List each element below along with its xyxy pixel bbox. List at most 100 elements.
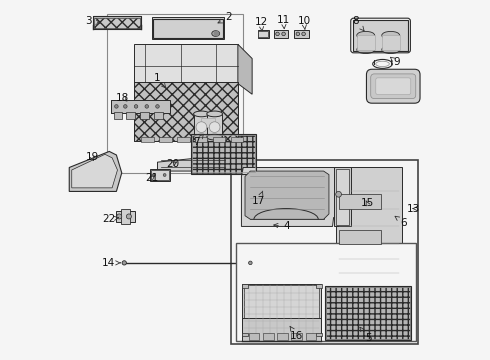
Bar	[94, 18, 140, 28]
Bar	[242, 284, 247, 288]
Ellipse shape	[382, 31, 400, 39]
Ellipse shape	[207, 134, 222, 140]
Ellipse shape	[194, 111, 209, 117]
Circle shape	[152, 174, 155, 176]
Bar	[121, 209, 130, 224]
Circle shape	[336, 192, 342, 197]
FancyBboxPatch shape	[376, 78, 411, 95]
Circle shape	[248, 261, 252, 265]
Text: 17: 17	[252, 191, 265, 206]
Circle shape	[115, 105, 118, 108]
Bar	[382, 35, 400, 50]
Polygon shape	[72, 154, 118, 188]
Bar	[193, 135, 255, 172]
Bar	[336, 169, 348, 225]
Bar	[242, 318, 321, 342]
Text: 21: 21	[145, 173, 158, 183]
Ellipse shape	[276, 32, 279, 36]
Ellipse shape	[302, 32, 305, 36]
Polygon shape	[111, 100, 170, 113]
Text: 9: 9	[391, 57, 400, 67]
Polygon shape	[336, 167, 402, 285]
Text: 2: 2	[218, 13, 232, 23]
Bar	[134, 82, 238, 141]
Bar	[242, 333, 247, 337]
Bar	[248, 333, 259, 340]
Bar	[326, 287, 410, 339]
Polygon shape	[134, 44, 238, 84]
Bar	[292, 333, 302, 340]
Bar	[339, 230, 381, 244]
Text: 18: 18	[116, 93, 129, 103]
Text: 13: 13	[407, 203, 420, 213]
Bar	[153, 18, 223, 38]
Text: 8: 8	[352, 16, 364, 31]
Bar	[353, 20, 408, 51]
Bar	[126, 112, 135, 118]
Text: 11: 11	[277, 15, 290, 29]
Circle shape	[214, 31, 219, 36]
Bar	[195, 137, 207, 143]
Bar	[317, 333, 322, 337]
Bar	[116, 211, 135, 222]
Circle shape	[156, 105, 159, 108]
Bar	[150, 169, 170, 181]
Text: 6: 6	[395, 216, 407, 228]
Circle shape	[134, 105, 138, 108]
Bar	[325, 286, 411, 340]
Bar	[140, 112, 148, 118]
Text: 10: 10	[297, 16, 311, 29]
Bar	[326, 287, 411, 339]
Bar	[142, 137, 154, 143]
Bar	[258, 31, 268, 37]
Polygon shape	[245, 171, 329, 219]
Bar	[154, 112, 163, 118]
Text: 3: 3	[85, 16, 100, 26]
Circle shape	[126, 214, 131, 219]
Bar	[277, 333, 288, 340]
Text: 15: 15	[361, 198, 374, 208]
Ellipse shape	[207, 111, 222, 117]
Polygon shape	[238, 44, 252, 94]
Bar	[231, 160, 418, 344]
Polygon shape	[250, 173, 323, 219]
Bar	[334, 167, 351, 226]
Bar	[207, 114, 222, 137]
Circle shape	[117, 214, 122, 219]
Bar	[242, 284, 321, 336]
Bar	[201, 118, 215, 127]
Text: 5: 5	[360, 327, 371, 343]
Bar	[339, 194, 381, 208]
Bar	[231, 137, 243, 143]
FancyBboxPatch shape	[367, 69, 420, 103]
Text: 20: 20	[166, 159, 179, 169]
Polygon shape	[157, 155, 238, 171]
Bar	[317, 284, 322, 288]
Bar	[294, 30, 309, 38]
Text: 22: 22	[102, 214, 119, 224]
Text: 1: 1	[154, 73, 166, 88]
Ellipse shape	[296, 32, 300, 36]
Text: 12: 12	[254, 17, 268, 31]
Polygon shape	[93, 17, 142, 28]
Ellipse shape	[282, 32, 285, 36]
Circle shape	[163, 174, 166, 176]
Circle shape	[196, 122, 207, 132]
Circle shape	[122, 261, 126, 265]
Bar	[263, 333, 273, 340]
Circle shape	[145, 105, 148, 108]
FancyBboxPatch shape	[371, 74, 416, 99]
Bar	[194, 114, 209, 137]
Circle shape	[209, 122, 220, 132]
Bar	[111, 100, 170, 113]
Bar	[236, 243, 416, 342]
Ellipse shape	[194, 134, 209, 140]
Ellipse shape	[212, 31, 220, 36]
Text: 19: 19	[85, 152, 98, 162]
Ellipse shape	[357, 31, 375, 39]
Text: 16: 16	[290, 326, 303, 342]
Bar	[114, 112, 122, 118]
Bar	[159, 137, 172, 143]
Ellipse shape	[357, 46, 375, 54]
Polygon shape	[242, 167, 336, 226]
